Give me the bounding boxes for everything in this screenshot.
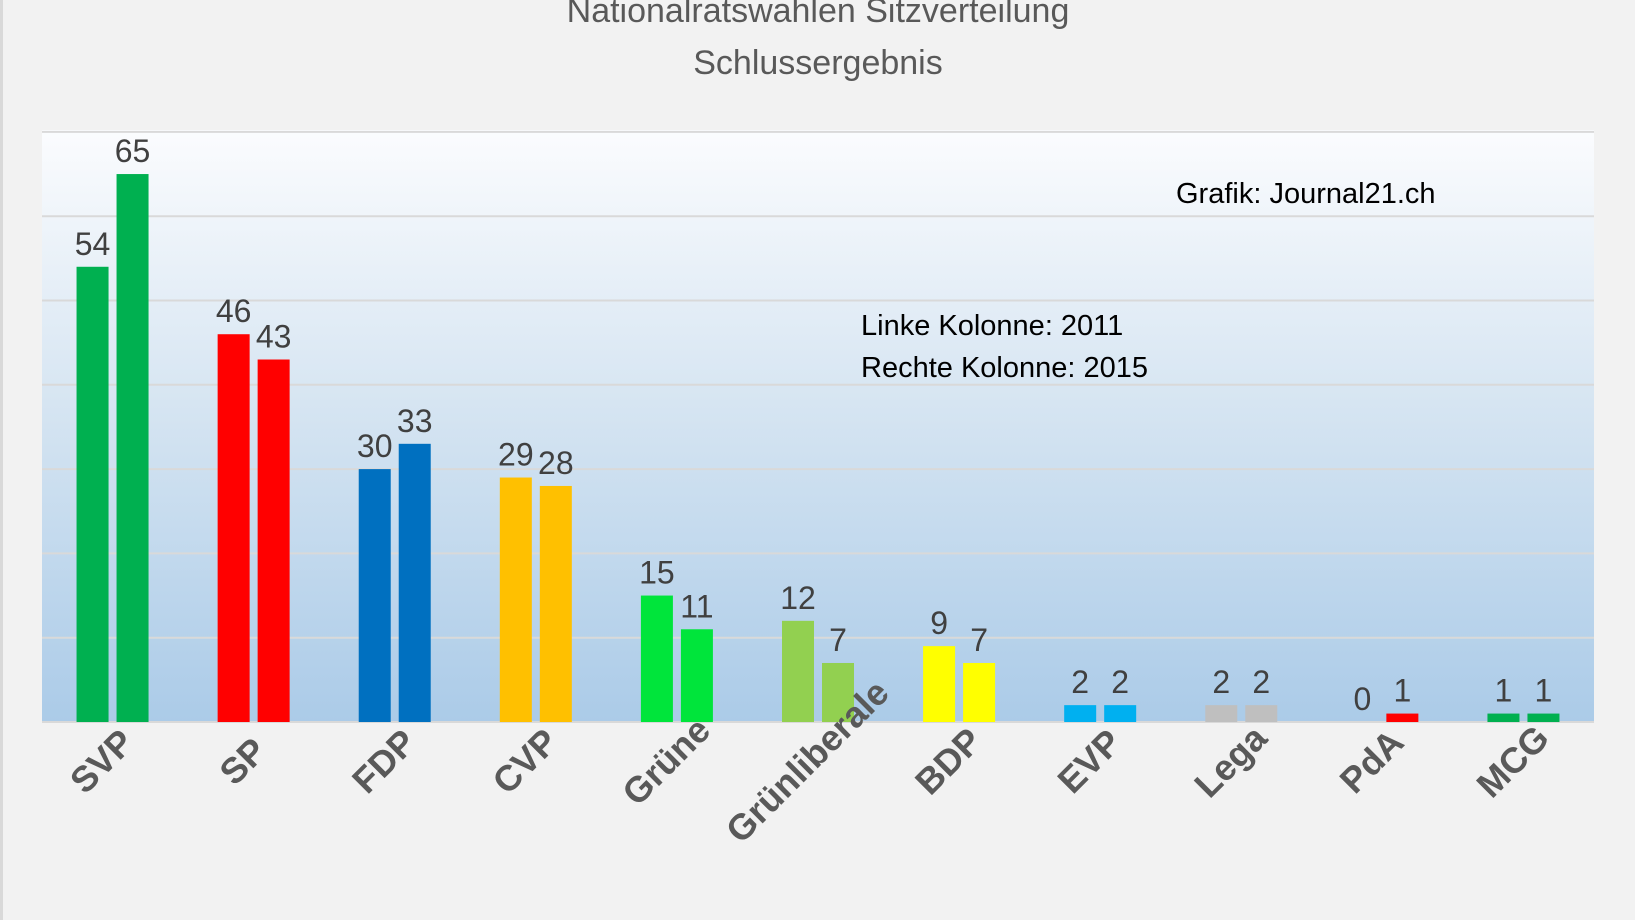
bar-grünliberale-2011 <box>782 620 814 722</box>
category-label-sp: SP <box>211 730 274 793</box>
value-label-lega-2011: 2 <box>1212 664 1230 700</box>
value-label-pda-2015: 1 <box>1393 673 1411 709</box>
bar-bdp-2015 <box>963 662 996 722</box>
bar-mcg-2015 <box>1527 713 1560 722</box>
bar-pda-2015 <box>1386 713 1419 722</box>
bar-cvp-2015 <box>539 485 572 722</box>
category-label-fdp: FDP <box>344 721 424 801</box>
bar-svp-2015 <box>116 174 149 723</box>
bar-lega-2011 <box>1205 705 1238 722</box>
value-label-fdp-2015: 33 <box>397 403 433 439</box>
bar-fdp-2011 <box>358 469 391 722</box>
value-label-svp-2015: 65 <box>115 133 151 169</box>
value-label-mcg-2011: 1 <box>1495 673 1513 709</box>
category-label-svp: SVP <box>62 721 142 801</box>
category-label-cvp: CVP <box>484 720 565 801</box>
value-label-fdp-2011: 30 <box>357 428 393 464</box>
category-label-grüne: Grüne <box>614 709 718 813</box>
value-label-grünliberale-2015: 7 <box>829 622 847 658</box>
bar-mcg-2011 <box>1487 713 1520 722</box>
value-label-sp-2011: 46 <box>216 293 252 329</box>
bar-grünliberale-2015 <box>822 662 854 722</box>
value-label-grünliberale-2011: 12 <box>780 580 816 616</box>
value-label-evp-2011: 2 <box>1071 664 1089 700</box>
source-annotation: Grafik: Journal21.ch <box>1176 178 1436 210</box>
value-label-svp-2011: 54 <box>75 226 111 262</box>
category-label-bdp: BDP <box>907 720 990 803</box>
value-label-cvp-2011: 29 <box>498 437 534 473</box>
category-label-pda: PdA <box>1332 721 1412 801</box>
frame-border <box>0 0 3 920</box>
bar-lega-2015 <box>1245 705 1278 722</box>
plot-area <box>42 130 1594 722</box>
value-label-pda-2011: 0 <box>1353 681 1371 717</box>
bar-evp-2015 <box>1104 705 1137 722</box>
value-label-bdp-2015: 7 <box>970 622 988 658</box>
legend-left-annotation: Linke Kolonne: 2011 <box>861 310 1123 342</box>
category-label-mcg: MCG <box>1468 717 1556 805</box>
value-label-grüne-2011: 15 <box>639 555 675 591</box>
value-label-cvp-2015: 28 <box>538 445 574 481</box>
bar-sp-2011 <box>217 334 250 722</box>
legend-right-annotation: Rechte Kolonne: 2015 <box>861 352 1148 384</box>
value-label-bdp-2011: 9 <box>930 605 948 641</box>
value-label-mcg-2015: 1 <box>1535 673 1553 709</box>
bar-fdp-2015 <box>398 443 431 722</box>
category-label-lega: Lega <box>1186 716 1275 805</box>
value-label-sp-2015: 43 <box>256 319 292 355</box>
category-label-evp: EVP <box>1049 721 1129 801</box>
value-label-grüne-2015: 11 <box>680 588 713 624</box>
value-label-lega-2015: 2 <box>1252 664 1270 700</box>
chart-subtitle: Schlussergebnis <box>693 44 942 82</box>
bar-bdp-2011 <box>923 646 956 722</box>
bar-svp-2011 <box>76 266 109 722</box>
bar-sp-2015 <box>257 359 290 722</box>
chart-title: Nationalratswahlen Sitzverteilung <box>567 0 1070 30</box>
bar-evp-2011 <box>1064 705 1097 722</box>
value-label-evp-2015: 2 <box>1111 664 1129 700</box>
bar-grüne-2015 <box>680 629 713 722</box>
bar-grüne-2011 <box>640 595 673 722</box>
bar-cvp-2011 <box>499 477 532 722</box>
